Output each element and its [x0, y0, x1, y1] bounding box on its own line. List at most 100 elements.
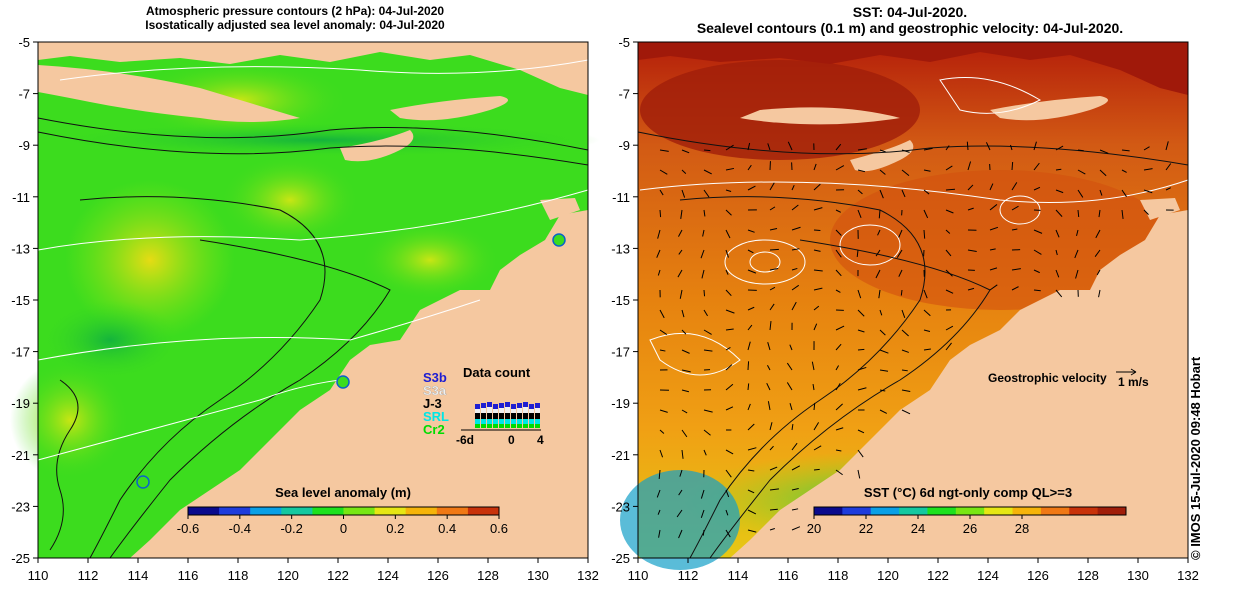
lon-tick-label: 132: [577, 568, 599, 583]
count-bar-segment: [487, 402, 492, 407]
lon-tick-label: 128: [477, 568, 499, 583]
count-bar-segment: [481, 408, 486, 413]
pressure-contour: [59, 59, 589, 81]
velocity-arrow: [967, 287, 975, 291]
velocity-arrow: [857, 309, 865, 317]
cobourg-land: [540, 198, 580, 220]
java-bali-land: [38, 65, 300, 122]
colorbar-tick-label: 26: [963, 521, 977, 536]
velocity-arrow: [835, 249, 842, 258]
count-bar-segment: [511, 409, 516, 413]
velocity-arrow: [681, 429, 688, 438]
velocity-arrow: [1096, 269, 1101, 276]
colorbar-swatch: [188, 507, 220, 515]
velocity-arrow: [676, 509, 683, 518]
velocity-arrow: [747, 324, 753, 331]
velocity-arrow: [703, 409, 713, 413]
lon-tick-label: 124: [377, 568, 399, 583]
colorbar-swatch: [312, 507, 344, 515]
velocity-arrow: [725, 529, 731, 538]
lat-tick-label: -19: [611, 396, 630, 411]
velocity-arrow: [747, 361, 750, 371]
velocity-arrow: [789, 344, 793, 351]
velocity-arrow: [923, 229, 926, 239]
colorbar-swatch: [899, 507, 928, 515]
velocity-arrow: [985, 142, 991, 151]
velocity-arrow: [878, 209, 881, 219]
lon-tick-label: 114: [728, 568, 749, 583]
sla-anomaly-patch: [10, 360, 130, 480]
colorbar-swatch: [374, 507, 407, 515]
velocity-arrow: [680, 209, 683, 219]
count-bar-segment: [511, 413, 516, 419]
velocity-arrow: [923, 309, 931, 317]
bathymetry-contour: [109, 239, 391, 559]
sla-colorbar-swatches: [188, 507, 500, 515]
lon-tick-label: 120: [277, 568, 299, 583]
velocity-arrow: [725, 209, 732, 216]
velocity-arrow: [725, 289, 732, 297]
lon-tick-label: 122: [927, 568, 949, 583]
sst-warm-patch: [830, 170, 1170, 310]
velocity-arrow: [835, 449, 842, 452]
velocity-arrow: [791, 204, 799, 211]
velocity-arrow: [989, 248, 996, 251]
velocity-arrow: [700, 509, 705, 518]
data-count-bars: [475, 402, 540, 428]
velocity-arrow: [725, 229, 731, 239]
lat-tick-label: -9: [18, 138, 30, 153]
count-bar-segment: [529, 404, 534, 409]
pressure-contour: [37, 379, 341, 461]
velocity-arrow: [857, 169, 866, 173]
count-bar-segment: [493, 413, 498, 419]
velocity-arrow: [659, 329, 668, 335]
count-bar-segment: [481, 403, 486, 408]
left-title-line2: Isostatically adjusted sea level anomaly…: [145, 18, 445, 32]
count-bar-segment: [487, 424, 492, 428]
velocity-arrow: [658, 529, 661, 538]
velocity-arrow: [835, 427, 844, 431]
velocity-arrow: [769, 321, 772, 331]
velocity-arrow: [923, 169, 931, 172]
velocity-arrow: [945, 289, 954, 294]
velocity-arrow: [835, 209, 841, 213]
velocity-arrow: [791, 301, 797, 311]
velocity-arrow: [1033, 289, 1041, 292]
left-map-title: Atmospheric pressure contours (2 hPa): 0…: [60, 4, 530, 32]
velocity-arrow: [879, 349, 889, 354]
count-bar-segment: [499, 408, 504, 413]
tide-gauge-marker: [136, 475, 150, 489]
satellite-label: S3b: [423, 370, 447, 385]
colorbar-swatch: [250, 507, 282, 515]
velocity-arrow: [898, 269, 903, 277]
count-bar-segment: [505, 407, 510, 413]
lon-tick-label: 118: [228, 568, 249, 583]
count-bar-segment: [499, 413, 504, 419]
velocity-arrow: [725, 269, 729, 275]
count-bar-segment: [493, 404, 498, 409]
left-lon-axis: 110 112 114 116 118 120 122 124 126 128 130 132: [28, 558, 599, 583]
velocity-arrow: [1055, 189, 1064, 194]
lat-tick-label: -13: [611, 241, 630, 256]
velocity-arrow: [725, 469, 732, 478]
velocity-arrow: [678, 249, 683, 255]
colorbar-swatch: [870, 507, 900, 515]
velocity-arrow: [879, 169, 886, 175]
indonesia-land: [38, 42, 588, 95]
velocity-arrow: [1011, 205, 1019, 211]
velocity-arrow: [681, 169, 687, 174]
sla-low-anomaly: [40, 300, 180, 380]
velocity-arrow: [812, 384, 815, 391]
right-title-line1: SST: 04-Jul-2020.: [852, 4, 968, 20]
velocity-arrow: [901, 189, 906, 198]
velocity-arrow: [989, 284, 998, 291]
velocity-arrow: [769, 466, 778, 471]
count-bar-segment: [475, 409, 480, 413]
lon-tick-label: 112: [78, 568, 99, 583]
velocity-arrow: [945, 325, 954, 331]
velocity-arrow: [678, 529, 683, 539]
velocity-arrow: [835, 382, 841, 391]
lon-tick-label: 132: [1177, 568, 1199, 583]
velocity-arrow: [769, 528, 775, 531]
bathymetry-contour: [637, 131, 1189, 166]
